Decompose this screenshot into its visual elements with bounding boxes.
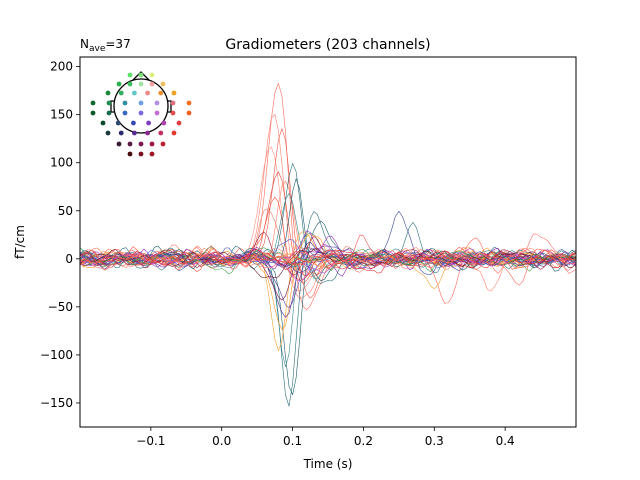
channel-traces: [80, 83, 576, 407]
y-tick-label: −150: [40, 396, 73, 410]
channel-trace: [80, 233, 576, 274]
y-tick-label: 100: [50, 156, 73, 170]
sensor-dot: [149, 141, 155, 147]
sensor-dot: [154, 110, 160, 116]
y-tick-label: −100: [40, 348, 73, 362]
sensor-dot: [138, 110, 144, 116]
plot-frame: [79, 56, 577, 428]
sensor-dot: [145, 130, 151, 136]
sensor-dot: [122, 110, 128, 116]
sensor-dot: [171, 130, 177, 136]
left-ear-marker: [110, 100, 114, 113]
sensor-dot: [161, 120, 167, 126]
sensor-dot: [105, 130, 111, 136]
sensor-dot: [158, 130, 164, 136]
sensor-dot: [127, 72, 133, 78]
sensor-layout-inset: [90, 71, 192, 157]
sensor-dot: [132, 90, 137, 96]
sensor-dot: [122, 100, 128, 106]
sensor-dot: [118, 130, 124, 136]
sensor-dot: [90, 110, 96, 116]
x-tick-label: 0.0: [212, 434, 231, 448]
nave-annotation: Nave=37: [80, 37, 131, 54]
sensor-dot: [127, 81, 133, 87]
sensor-dot: [105, 90, 111, 96]
sensor-dot: [90, 100, 96, 106]
sensor-dot: [132, 130, 137, 136]
sensor-dot: [154, 100, 160, 106]
channel-trace: [80, 234, 576, 270]
y-tick-label: 50: [58, 204, 73, 218]
nave-prefix: N: [80, 37, 89, 51]
x-axis-label: Time (s): [303, 457, 353, 471]
x-tick-label: 0.1: [283, 434, 302, 448]
sensor-dot: [149, 151, 155, 157]
right-ear-marker: [168, 100, 172, 113]
y-tick-label: 200: [50, 60, 73, 74]
sensor-dot: [118, 90, 124, 96]
sensor-dot: [138, 81, 144, 87]
sensor-dot: [145, 90, 151, 96]
sensor-dots: [90, 72, 192, 157]
sensor-dot: [100, 120, 106, 126]
nave-suffix: =37: [105, 37, 130, 51]
x-tick-label: 0.4: [496, 434, 515, 448]
channel-trace: [80, 230, 576, 277]
head-outline: [113, 78, 169, 134]
y-axis-label: fT/cm: [13, 225, 27, 259]
sensor-dot: [186, 110, 192, 116]
sensor-dot: [146, 120, 152, 126]
channel-trace: [80, 193, 576, 280]
y-tick-label: 0: [65, 252, 73, 266]
sensor-dot: [171, 90, 177, 96]
sensor-dot: [160, 141, 166, 147]
sensor-dot: [158, 90, 164, 96]
sensor-dot: [127, 151, 133, 157]
channel-trace: [80, 248, 576, 286]
x-tick-label: −0.1: [136, 434, 165, 448]
sensor-dot: [127, 141, 133, 147]
sensor-dot: [186, 100, 192, 106]
sensor-dot: [131, 120, 136, 126]
sensor-dot: [138, 100, 144, 106]
y-axis-ticks: −150 −100 −50 0 50 100 150 200: [40, 60, 80, 410]
x-axis-ticks: −0.1 0.0 0.1 0.2 0.3 0.4: [136, 427, 515, 448]
sensor-dot: [149, 72, 155, 78]
chart-title: Gradiometers (203 channels): [225, 37, 430, 53]
sensor-dot: [138, 151, 144, 157]
channel-trace: [80, 250, 576, 273]
sensor-dot: [138, 72, 144, 78]
sensor-dot: [116, 141, 122, 147]
sensor-dot: [149, 81, 155, 87]
nose-marker: [132, 71, 150, 81]
sensor-dot: [176, 120, 182, 126]
sensor-dot: [115, 120, 121, 126]
channel-trace: [80, 248, 576, 279]
channel-trace: [80, 250, 576, 274]
sensor-dot: [170, 110, 176, 116]
nave-subscript: ave: [89, 44, 106, 54]
sensor-dot: [170, 100, 176, 106]
sensor-dot: [106, 100, 112, 106]
x-tick-label: 0.2: [354, 434, 373, 448]
y-tick-label: 150: [50, 108, 73, 122]
sensor-dot: [106, 110, 112, 116]
y-tick-label: −50: [48, 300, 73, 314]
channel-trace: [80, 237, 576, 304]
sensor-dot: [138, 141, 144, 147]
sensor-dot: [160, 81, 166, 87]
x-tick-label: 0.3: [425, 434, 444, 448]
sensor-dot: [116, 81, 122, 87]
